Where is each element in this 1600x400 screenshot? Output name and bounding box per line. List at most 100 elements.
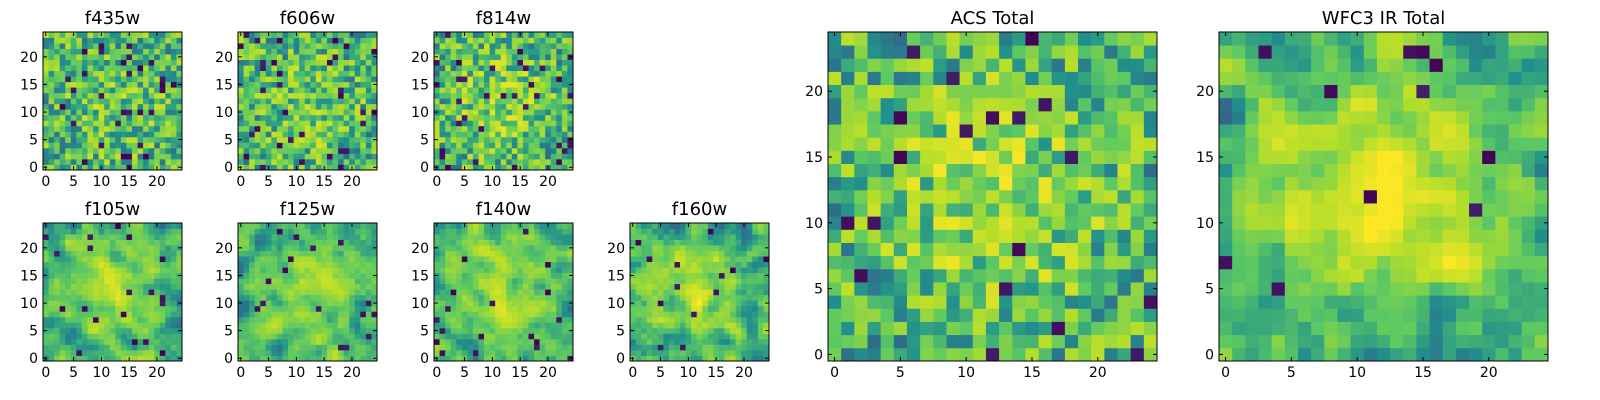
heatmap-cell: [288, 76, 294, 83]
heatmap-cell: [652, 322, 659, 329]
heatmap-cell: [946, 203, 960, 217]
heatmap-cell: [115, 103, 122, 110]
heatmap-cell: [238, 267, 244, 274]
heatmap-cell: [65, 305, 72, 312]
heatmap-cell: [522, 65, 529, 72]
heatmap-cell: [354, 153, 361, 160]
heatmap-cell: [1038, 295, 1053, 309]
heatmap-cell: [1078, 295, 1092, 309]
heatmap-cell: [170, 316, 177, 323]
heatmap-cell: [1104, 216, 1118, 230]
heatmap-cell: [506, 125, 513, 132]
heatmap-cell: [104, 327, 111, 334]
heatmap-cell: [641, 316, 648, 323]
heatmap-cell: [148, 234, 155, 240]
heatmap-cell: [260, 344, 267, 351]
heatmap-cell: [763, 283, 770, 290]
heatmap-cell: [467, 109, 474, 116]
heatmap-cell: [556, 48, 563, 55]
heatmap-cell: [59, 120, 66, 127]
heatmap-cell: [735, 333, 742, 340]
heatmap-cell: [137, 305, 144, 312]
heatmap-cell: [500, 239, 507, 246]
heatmap-cell: [338, 147, 345, 154]
heatmap-cell: [484, 338, 490, 345]
heatmap-cell: [321, 322, 328, 329]
heatmap-cell: [691, 239, 698, 246]
heatmap-cell: [467, 256, 474, 263]
heatmap-cell: [43, 239, 49, 246]
heatmap-cell: [293, 327, 300, 334]
heatmap-cell: [445, 32, 452, 38]
heatmap-cell: [946, 255, 960, 270]
heatmap-cell: [131, 272, 138, 279]
heatmap-cell: [282, 267, 289, 274]
heatmap-cell: [271, 109, 278, 116]
heatmap-cell: [81, 311, 88, 318]
heatmap-cell: [484, 32, 490, 38]
heatmap-cell: [254, 70, 261, 77]
heatmap-cell: [668, 316, 675, 323]
heatmap-cell: [495, 250, 502, 257]
heatmap-cell: [434, 98, 440, 105]
heatmap-cell: [567, 289, 574, 296]
heatmap-cell: [461, 289, 468, 296]
heatmap-cell: [545, 98, 552, 105]
heatmap-cell: [893, 321, 908, 336]
heatmap-cell: [561, 333, 568, 340]
heatmap-cell: [115, 239, 122, 246]
heatmap-cell: [724, 333, 731, 340]
heatmap-cell: [65, 120, 72, 127]
heatmap-cell: [148, 261, 155, 268]
heatmap-cell: [109, 256, 116, 263]
heatmap-cell: [545, 283, 552, 290]
heatmap-cell: [126, 59, 133, 66]
heatmap-cell: [730, 245, 737, 251]
y-tick-label: 10: [20, 296, 38, 312]
heatmap-cell: [76, 338, 83, 345]
heatmap-cell: [143, 294, 150, 301]
heatmap-cell: [93, 305, 99, 312]
heatmap-cell: [299, 76, 306, 83]
heatmap-cell: [680, 311, 686, 318]
heatmap-cell: [946, 347, 960, 362]
heatmap-cell: [104, 32, 111, 38]
heatmap-cell: [120, 32, 127, 38]
heatmap-cell: [539, 158, 546, 165]
heatmap-cell: [354, 294, 361, 301]
heatmap-cell: [663, 349, 670, 356]
heatmap-cell: [243, 59, 250, 66]
heatmap-cell: [511, 65, 518, 72]
heatmap-cell: [718, 316, 725, 323]
heatmap-cell: [445, 344, 452, 351]
heatmap-cell: [282, 223, 289, 229]
heatmap-cell: [556, 300, 563, 307]
heatmap-cell: [115, 76, 122, 83]
heatmap-cell: [81, 349, 88, 356]
heatmap-cell: [985, 189, 1000, 204]
heatmap-cell: [707, 327, 714, 334]
heatmap-cell: [109, 59, 116, 66]
heatmap-cell: [148, 327, 155, 334]
heatmap-cell: [1091, 321, 1105, 336]
heatmap-cell: [293, 228, 300, 235]
heatmap-cell: [680, 349, 686, 356]
heatmap-cell: [338, 59, 345, 66]
heatmap-cell: [115, 338, 122, 345]
heatmap-cell: [500, 261, 507, 268]
heatmap-cell: [299, 131, 306, 138]
heatmap-cell: [461, 256, 468, 263]
heatmap-cell: [445, 311, 452, 318]
heatmap-cell: [680, 223, 686, 229]
heatmap-cell: [1130, 334, 1145, 349]
heatmap-cell: [517, 250, 524, 257]
heatmap-cell: [43, 48, 49, 55]
heatmap-cell: [288, 70, 294, 77]
heatmap-cell: [282, 65, 289, 72]
heatmap-cell: [539, 245, 546, 251]
heatmap-cell: [752, 267, 759, 274]
heatmap-cell: [663, 256, 670, 263]
heatmap-cell: [511, 120, 518, 127]
heatmap-cell: [539, 43, 546, 49]
heatmap-cell: [360, 164, 367, 171]
